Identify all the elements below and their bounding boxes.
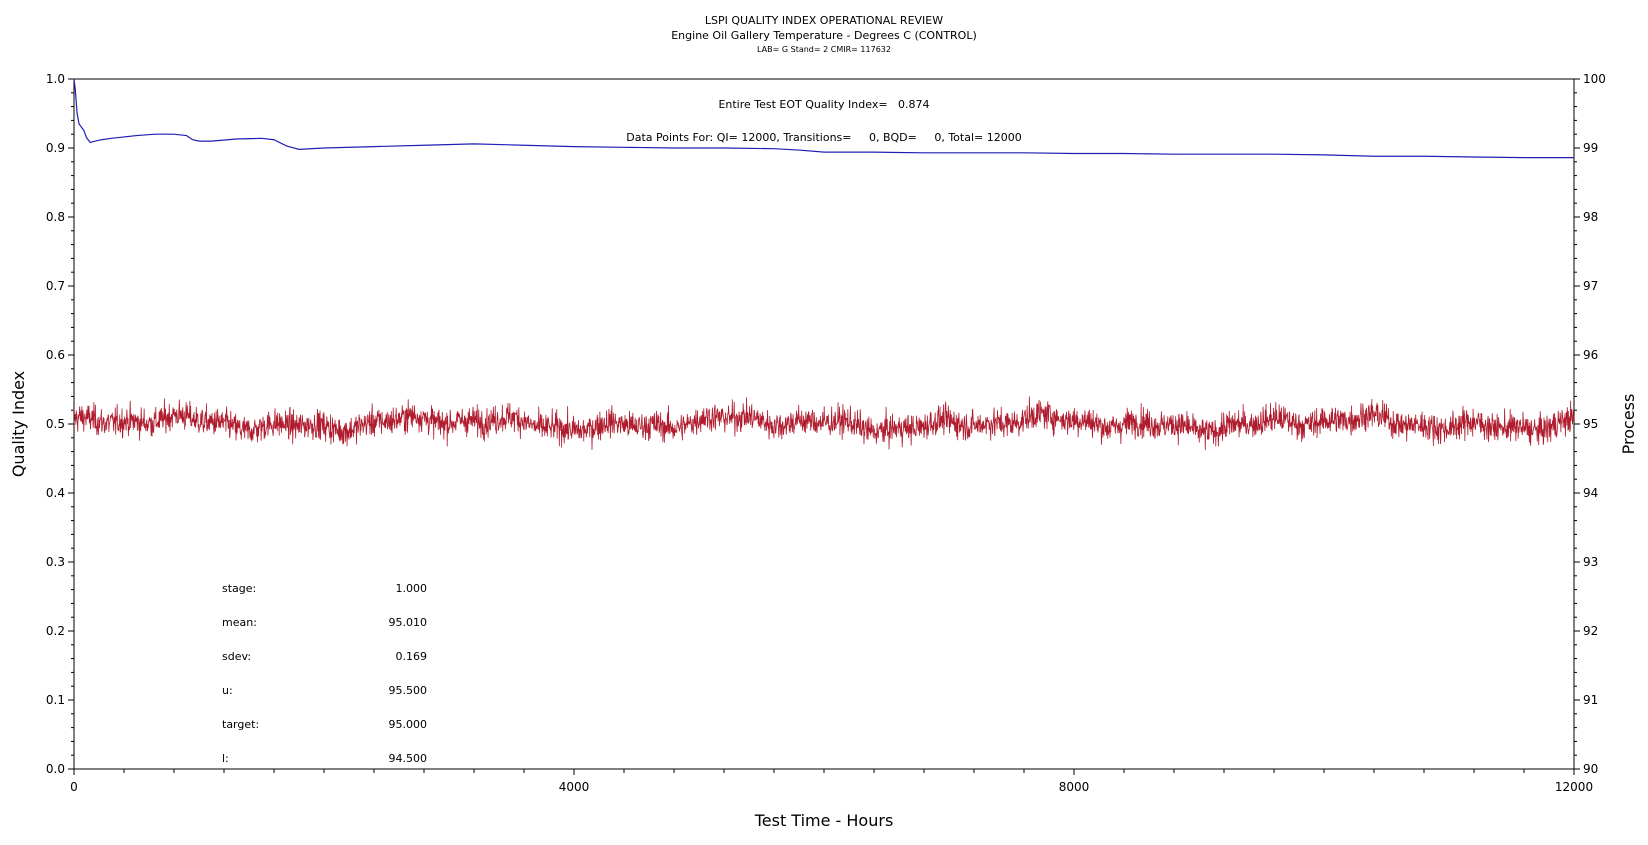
y2-axis-label: Process xyxy=(1619,394,1638,455)
y2-tick-label: 97 xyxy=(1583,279,1598,293)
y-tick-label: 0.3 xyxy=(46,555,65,569)
y2-tick-label: 96 xyxy=(1583,348,1598,362)
quality-index-annotation: Entire Test EOT Quality Index= 0.874 xyxy=(718,98,929,111)
y2-tick-label: 100 xyxy=(1583,72,1606,86)
series-group xyxy=(73,78,1575,451)
y-tick-label: 0.9 xyxy=(46,141,65,155)
stat-value: 95.500 xyxy=(389,684,428,697)
stat-label: target: xyxy=(222,718,259,731)
stat-value: 0.169 xyxy=(396,650,428,663)
x-tick-label: 12000 xyxy=(1555,780,1593,794)
chart-subtitle: Engine Oil Gallery Temperature - Degrees… xyxy=(671,29,977,42)
y-tick-label: 0.1 xyxy=(46,693,65,707)
y2-tick-label: 98 xyxy=(1583,210,1598,224)
y-tick-label: 0.2 xyxy=(46,624,65,638)
y2-tick-label: 94 xyxy=(1583,486,1598,500)
stat-value: 95.010 xyxy=(389,616,428,629)
y-axis-ticks: 0.0 0.1 0.2 0.3 0.4 0.5 0.6 0.7 0.8 0.9 1.0 xyxy=(46,72,74,776)
stat-label: sdev: xyxy=(222,650,251,663)
stat-label: stage: xyxy=(222,582,256,595)
y2-axis-ticks: 90 91 92 93 94 95 96 97 98 99 100 xyxy=(1574,72,1606,776)
x-tick-label: 4000 xyxy=(559,780,590,794)
y2-tick-label: 93 xyxy=(1583,555,1598,569)
y-tick-label: 0.4 xyxy=(46,486,65,500)
x-axis-label: Test Time - Hours xyxy=(754,811,894,830)
x-tick-label: 0 xyxy=(70,780,78,794)
stat-value: 94.500 xyxy=(389,752,428,765)
stat-label: u: xyxy=(222,684,233,697)
y2-tick-label: 91 xyxy=(1583,693,1598,707)
y-tick-label: 0.8 xyxy=(46,210,65,224)
y-tick-label: 1.0 xyxy=(46,72,65,86)
y2-tick-label: 95 xyxy=(1583,417,1598,431)
y2-tick-label: 90 xyxy=(1583,762,1598,776)
stat-value: 1.000 xyxy=(396,582,428,595)
stat-label: l: xyxy=(222,752,229,765)
y-tick-label: 0.0 xyxy=(46,762,65,776)
x-tick-label: 8000 xyxy=(1059,780,1090,794)
stat-label: mean: xyxy=(222,616,257,629)
series-process-line xyxy=(73,396,1575,451)
x-axis-ticks: 0 4000 8000 12000 xyxy=(70,769,1593,794)
y-tick-label: 0.6 xyxy=(46,348,65,362)
y2-tick-label: 92 xyxy=(1583,624,1598,638)
data-points-annotation: Data Points For: QI= 12000, Transitions=… xyxy=(626,131,1021,144)
y-tick-label: 0.5 xyxy=(46,417,65,431)
stat-value: 95.000 xyxy=(389,718,428,731)
stats-block: stage: 1.000 mean: 95.010 sdev: 0.169 u: 95.500… xyxy=(222,582,427,765)
y-axis-label: Quality Index xyxy=(9,371,28,477)
chart-subtitle-lab: LAB= G Stand= 2 CMIR= 117632 xyxy=(757,45,891,54)
series-quality-index-line xyxy=(73,78,1574,159)
y-tick-label: 0.7 xyxy=(46,279,65,293)
y2-tick-label: 99 xyxy=(1583,141,1598,155)
chart-title: LSPI QUALITY INDEX OPERATIONAL REVIEW xyxy=(705,14,943,27)
